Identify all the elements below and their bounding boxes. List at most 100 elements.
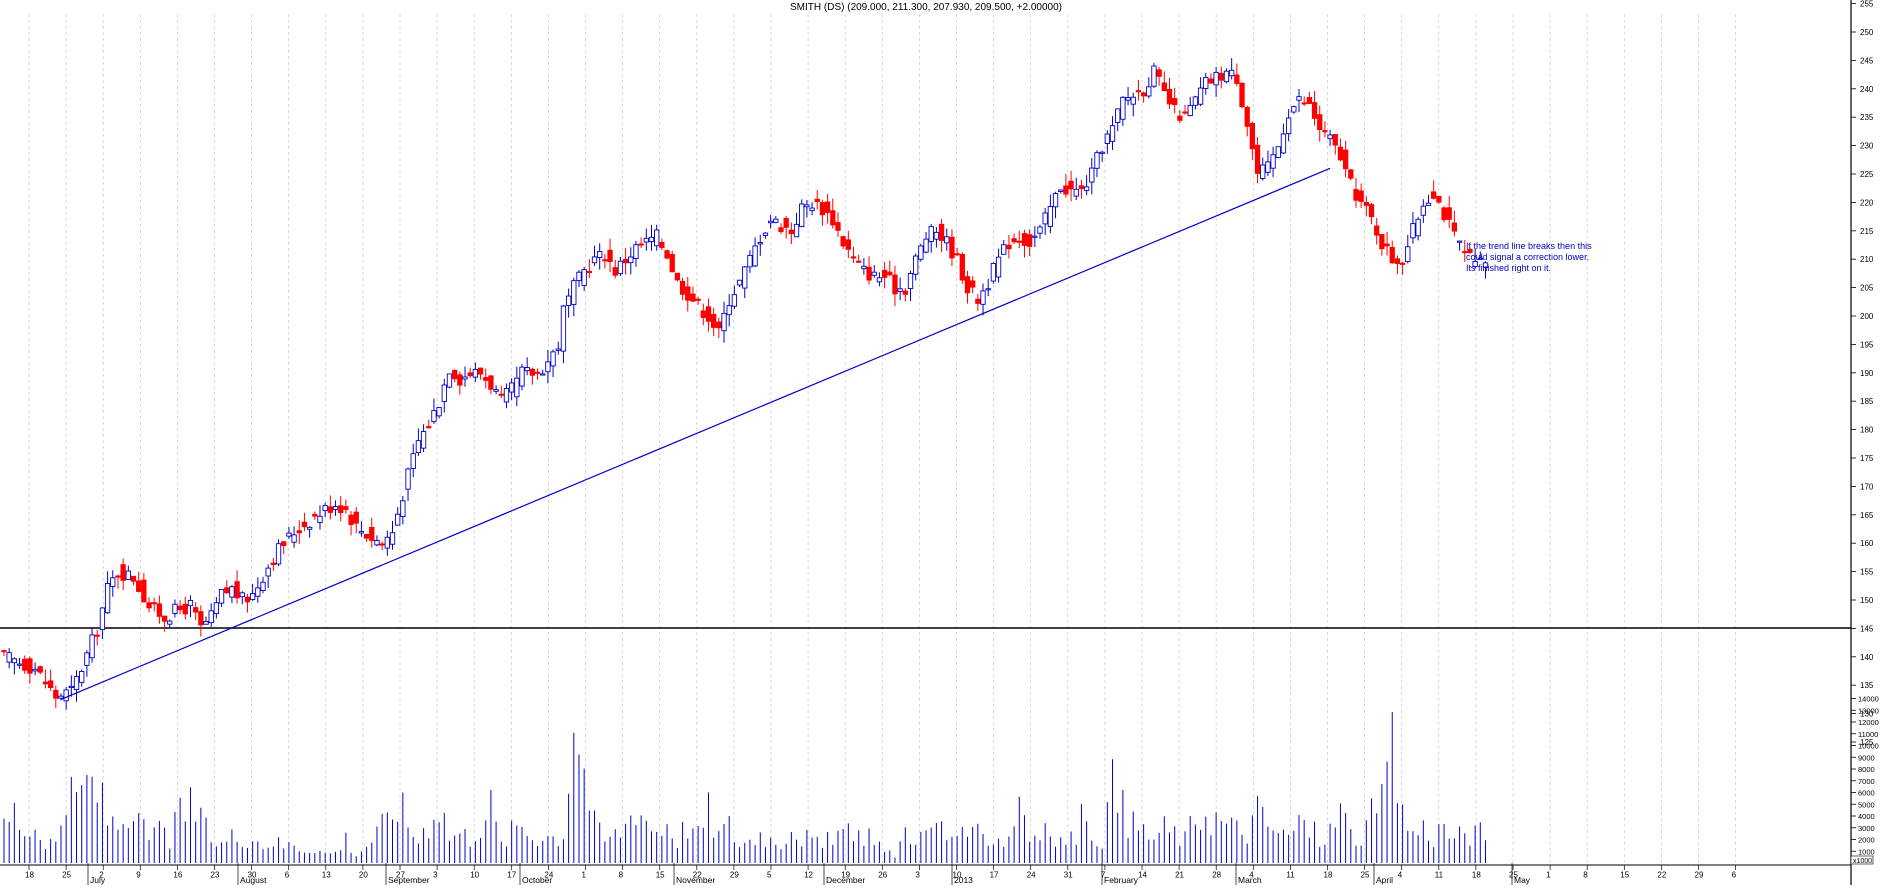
- candle-down: [824, 194, 831, 224]
- candle-down: [1467, 247, 1473, 255]
- day-label: 8: [1583, 871, 1588, 880]
- candle-up: [265, 564, 271, 589]
- candle-down: [1177, 110, 1183, 124]
- candle-down: [1006, 234, 1012, 259]
- price-tick-label: 135: [1860, 681, 1874, 690]
- candle-down: [607, 238, 613, 273]
- candle-down: [835, 212, 841, 237]
- price-tick-label: 215: [1860, 227, 1874, 236]
- candle-down: [586, 259, 592, 279]
- grid-layer: [28, 3, 1856, 885]
- day-label: 9: [136, 871, 141, 880]
- candle-down: [1301, 96, 1307, 106]
- candle-up: [32, 662, 38, 676]
- candle-down: [669, 250, 675, 273]
- price-tick-label: 130: [1860, 710, 1874, 719]
- candle-up: [1291, 105, 1297, 114]
- month-label: July: [90, 875, 106, 885]
- candle-down: [612, 259, 618, 279]
- candle-down: [866, 256, 872, 285]
- candle-up: [462, 366, 468, 387]
- candle-up: [861, 258, 867, 275]
- candle-down: [856, 254, 862, 263]
- candle-down: [234, 570, 240, 604]
- candle-up: [747, 250, 753, 273]
- candle-down: [369, 517, 375, 548]
- candle-down: [1436, 195, 1442, 205]
- candle-up: [374, 535, 380, 547]
- candle-up: [928, 223, 934, 253]
- candle-up: [1037, 224, 1043, 240]
- day-label: 1: [582, 871, 587, 880]
- candle-up: [1197, 77, 1204, 107]
- candle-down: [783, 216, 789, 239]
- candle-down: [1244, 105, 1250, 137]
- candle-down: [338, 496, 344, 522]
- candle-up: [560, 304, 567, 364]
- candle-down: [151, 597, 157, 612]
- candle-down: [1182, 104, 1188, 115]
- candle-down: [281, 540, 287, 555]
- day-label: 3: [433, 871, 438, 880]
- candle-up: [503, 383, 510, 409]
- candle-up: [1477, 251, 1483, 260]
- candle-down: [301, 512, 308, 532]
- candle-up: [524, 357, 530, 376]
- candle-down: [1140, 91, 1147, 103]
- day-label: 29: [1695, 871, 1704, 880]
- candle-up: [804, 200, 810, 218]
- price-tick-label: 200: [1860, 312, 1874, 321]
- candle-down: [198, 605, 204, 637]
- day-label: 7: [1101, 871, 1106, 880]
- candle-up: [260, 576, 266, 594]
- day-label: 31: [1064, 871, 1073, 880]
- month-label: April: [1376, 875, 1393, 885]
- month-label: November: [676, 875, 715, 885]
- volume-tick-label: 10000: [1858, 742, 1879, 751]
- candle-down: [1389, 240, 1395, 264]
- candle-up: [1327, 129, 1333, 147]
- candle-down: [850, 246, 857, 263]
- day-label: 10: [953, 871, 962, 880]
- candle-down: [685, 276, 691, 312]
- candle-down: [902, 288, 908, 302]
- candle-down: [1172, 87, 1178, 114]
- candle-down: [534, 368, 541, 380]
- month-label: 2013: [954, 875, 973, 885]
- price-tick-label: 210: [1860, 255, 1874, 264]
- candle-up: [187, 595, 194, 618]
- day-label: 24: [544, 871, 553, 880]
- day-label: 23: [211, 871, 220, 880]
- candle-up: [1146, 77, 1152, 99]
- candle-down: [1317, 105, 1323, 142]
- candle-down: [141, 572, 147, 603]
- candle-up: [1125, 87, 1131, 106]
- candle-down: [1156, 67, 1162, 86]
- month-label: October: [522, 875, 552, 885]
- day-label: 8: [619, 871, 624, 880]
- candle-up: [581, 267, 587, 291]
- volume-tick-label: 8000: [1858, 765, 1875, 774]
- candle-down: [1441, 206, 1447, 223]
- price-tick-label: 245: [1860, 56, 1874, 65]
- candle-up: [1229, 58, 1235, 80]
- candle-up: [275, 539, 282, 567]
- candle-down: [130, 575, 137, 586]
- month-label: August: [240, 875, 267, 885]
- candle-down: [47, 669, 54, 691]
- candle-down: [638, 237, 644, 248]
- candle-up: [1047, 194, 1054, 234]
- day-label: 15: [1620, 871, 1629, 880]
- candle-down: [1026, 229, 1033, 257]
- volume-unit-label: x1000: [1853, 858, 1872, 865]
- candle-up: [990, 262, 997, 284]
- candle-down: [700, 303, 706, 326]
- candle-up: [643, 228, 649, 251]
- month-label: December: [826, 875, 865, 885]
- candle-up: [255, 577, 261, 603]
- price-tick-label: 225: [1860, 170, 1874, 179]
- candle-down: [115, 574, 121, 589]
- candle-up: [1052, 191, 1059, 219]
- candle-up: [933, 227, 940, 248]
